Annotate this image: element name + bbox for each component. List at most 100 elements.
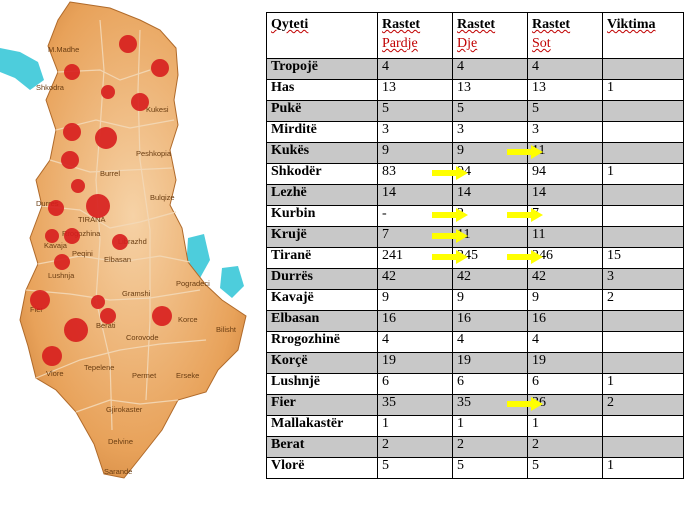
map-label: Rrogozhina [62, 229, 101, 238]
increase-arrow-icon [507, 145, 543, 159]
cell-pardje: 16 [377, 310, 453, 332]
table-row: Korçë 19 19 19 [266, 352, 684, 374]
cell-sot: 19 [527, 352, 603, 374]
cell-sot: 14 [527, 184, 603, 206]
cell-viktima: 15 [602, 247, 684, 269]
cell-pardje: 14 [377, 184, 453, 206]
cell-sot: 13 [527, 79, 603, 101]
map-label: Corovode [126, 333, 159, 342]
map-label: Durres [36, 199, 59, 208]
cell-city: Lushnjë [266, 373, 378, 395]
table-row: Mirditë 3 3 3 [266, 121, 684, 143]
cell-pardje: 35 [377, 394, 453, 416]
table-header-row: Qyteti Rastet Pardje Rastet Dje Rastet S… [266, 12, 684, 59]
increase-arrow-icon [432, 166, 468, 180]
cell-dje: 19 [452, 352, 528, 374]
table-row: Kurbin-27 [266, 205, 684, 227]
cell-pardje: 6 [377, 373, 453, 395]
map-label: M.Madhe [48, 45, 79, 54]
cell-dje: 9 [452, 142, 528, 164]
case-marker [100, 308, 116, 324]
table-row: Tropojë 4 4 4 [266, 58, 684, 80]
cell-viktima [602, 352, 684, 374]
map-label: Gjirokaster [106, 405, 143, 414]
cell-viktima: 1 [602, 457, 684, 479]
case-marker [64, 318, 88, 342]
cell-dje: 42 [452, 268, 528, 290]
case-marker [152, 306, 172, 326]
case-marker [112, 234, 128, 250]
table-row: Lezhë 14 14 14 [266, 184, 684, 206]
increase-arrow-icon [507, 397, 543, 411]
cell-city: Berat [266, 436, 378, 458]
cell-pardje: 4 [377, 331, 453, 353]
cell-city: Lezhë [266, 184, 378, 206]
table-row: Tiranë 241 245 246 15 [266, 247, 684, 269]
cell-dje: 13 [452, 79, 528, 101]
map-label: Gramshi [122, 289, 151, 298]
table-row: Pukë 5 5 5 [266, 100, 684, 122]
cell-sot: 1 [527, 415, 603, 437]
case-marker [61, 151, 79, 169]
case-marker [95, 127, 117, 149]
cell-city: Mirditë [266, 121, 378, 143]
cell-sot: 2 [527, 436, 603, 458]
cell-pardje: 9 [377, 289, 453, 311]
cell-sot: 11 [527, 226, 603, 248]
map-label: Peqini [72, 249, 93, 258]
cell-city: Kukës [266, 142, 378, 164]
cell-sot: 3 [527, 121, 603, 143]
cell-pardje: 5 [377, 100, 453, 122]
table-row: Durrës 42 42 42 3 [266, 268, 684, 290]
cell-dje: 5 [452, 100, 528, 122]
map-label: Elbasan [104, 255, 131, 264]
table-row: Lushnjë 6 6 6 1 [266, 373, 684, 395]
cell-dje: 3 [452, 121, 528, 143]
header-cases-today: Rastet Sot [527, 12, 603, 59]
map-label: Permet [132, 371, 157, 380]
map-label: Librazhd [118, 237, 147, 246]
map-label: Lushnja [48, 271, 75, 280]
cell-dje: 9 [452, 289, 528, 311]
map-label: Shkodra [36, 83, 65, 92]
map-label: Peshkopia [136, 149, 172, 158]
cell-city: Kurbin [266, 205, 378, 227]
map-label: Burrel [100, 169, 120, 178]
map-label: Berati [96, 321, 116, 330]
table-row: Berat 2 2 2 [266, 436, 684, 458]
case-marker [71, 179, 85, 193]
case-marker [30, 290, 50, 310]
cell-dje: 1 [452, 415, 528, 437]
cell-city: Fier [266, 394, 378, 416]
cell-pardje: 5 [377, 457, 453, 479]
increase-arrow-icon [432, 250, 468, 264]
cell-pardje: 13 [377, 79, 453, 101]
table-row: Has 13 13 13 1 [266, 79, 684, 101]
albania-map: M.Madhe Shkodra Kukesi Peshkopia Burrel Bulqi… [0, 1, 247, 479]
cell-city: Pukë [266, 100, 378, 122]
albania-shape [19, 1, 247, 479]
table-row: Krujë71111 [266, 226, 684, 248]
cell-sot: 42 [527, 268, 603, 290]
case-marker [119, 35, 137, 53]
prespa-lake [220, 266, 244, 298]
cell-city: Krujë [266, 226, 378, 248]
cell-city: Durrës [266, 268, 378, 290]
header-cases-day-before-yesterday: Rastet Pardje [377, 12, 453, 59]
cell-sot: 11 [527, 142, 603, 164]
case-marker [86, 194, 110, 218]
cell-dje: 5 [452, 457, 528, 479]
case-marker [101, 85, 115, 99]
cell-city: Shkodër [266, 163, 378, 185]
cell-city: Tiranë [266, 247, 378, 269]
cell-city: Elbasan [266, 310, 378, 332]
cell-city: Rrogozhinë [266, 331, 378, 353]
cell-dje: 6 [452, 373, 528, 395]
map-label: Sarande [104, 467, 132, 476]
cell-viktima [602, 415, 684, 437]
cell-city: Tropojë [266, 58, 378, 80]
shkodra-lake [0, 48, 44, 90]
cell-sot: 16 [527, 310, 603, 332]
cell-sot: 94 [527, 163, 603, 185]
cell-pardje: 4 [377, 58, 453, 80]
